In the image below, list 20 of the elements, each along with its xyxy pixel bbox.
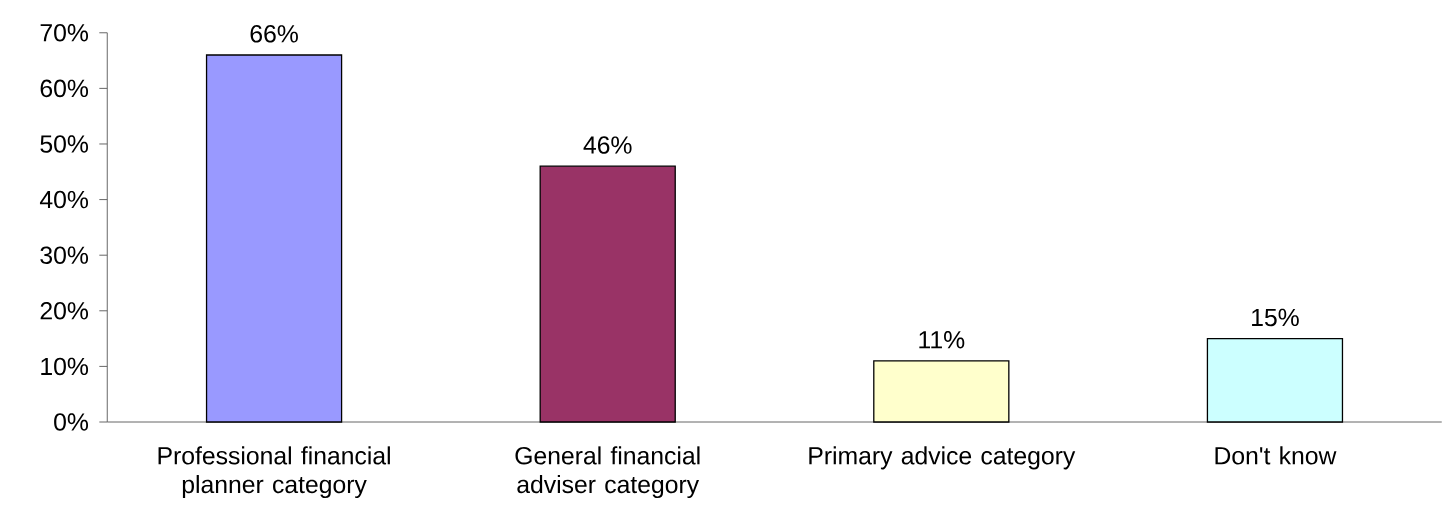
bar: [205, 54, 343, 423]
y-tick-label: 20%: [40, 301, 89, 320]
x-tick-label: Professional financial planner category: [158, 446, 390, 498]
y-tick-label: 40%: [39, 190, 89, 209]
x-tick-label: Primary advice category: [809, 446, 1076, 470]
data-label: 46%: [583, 136, 632, 154]
data-label: 11%: [919, 331, 965, 349]
y-tick-label: 60%: [40, 79, 89, 98]
y-tick-label: 0%: [54, 413, 89, 431]
x-tick-label: General financial adviser category: [515, 446, 700, 498]
data-label: 66%: [250, 24, 298, 43]
y-tick-label: 70%: [40, 23, 89, 42]
y-tick-label: 10%: [41, 357, 89, 376]
bar: [873, 360, 1010, 423]
x-tick-label: Don't know: [1215, 446, 1337, 465]
y-tick-label: 30%: [40, 246, 89, 264]
y-tick-label: 50%: [40, 135, 89, 153]
bar: [1206, 337, 1344, 423]
data-label: 15%: [1252, 308, 1299, 327]
bar: [539, 165, 676, 423]
